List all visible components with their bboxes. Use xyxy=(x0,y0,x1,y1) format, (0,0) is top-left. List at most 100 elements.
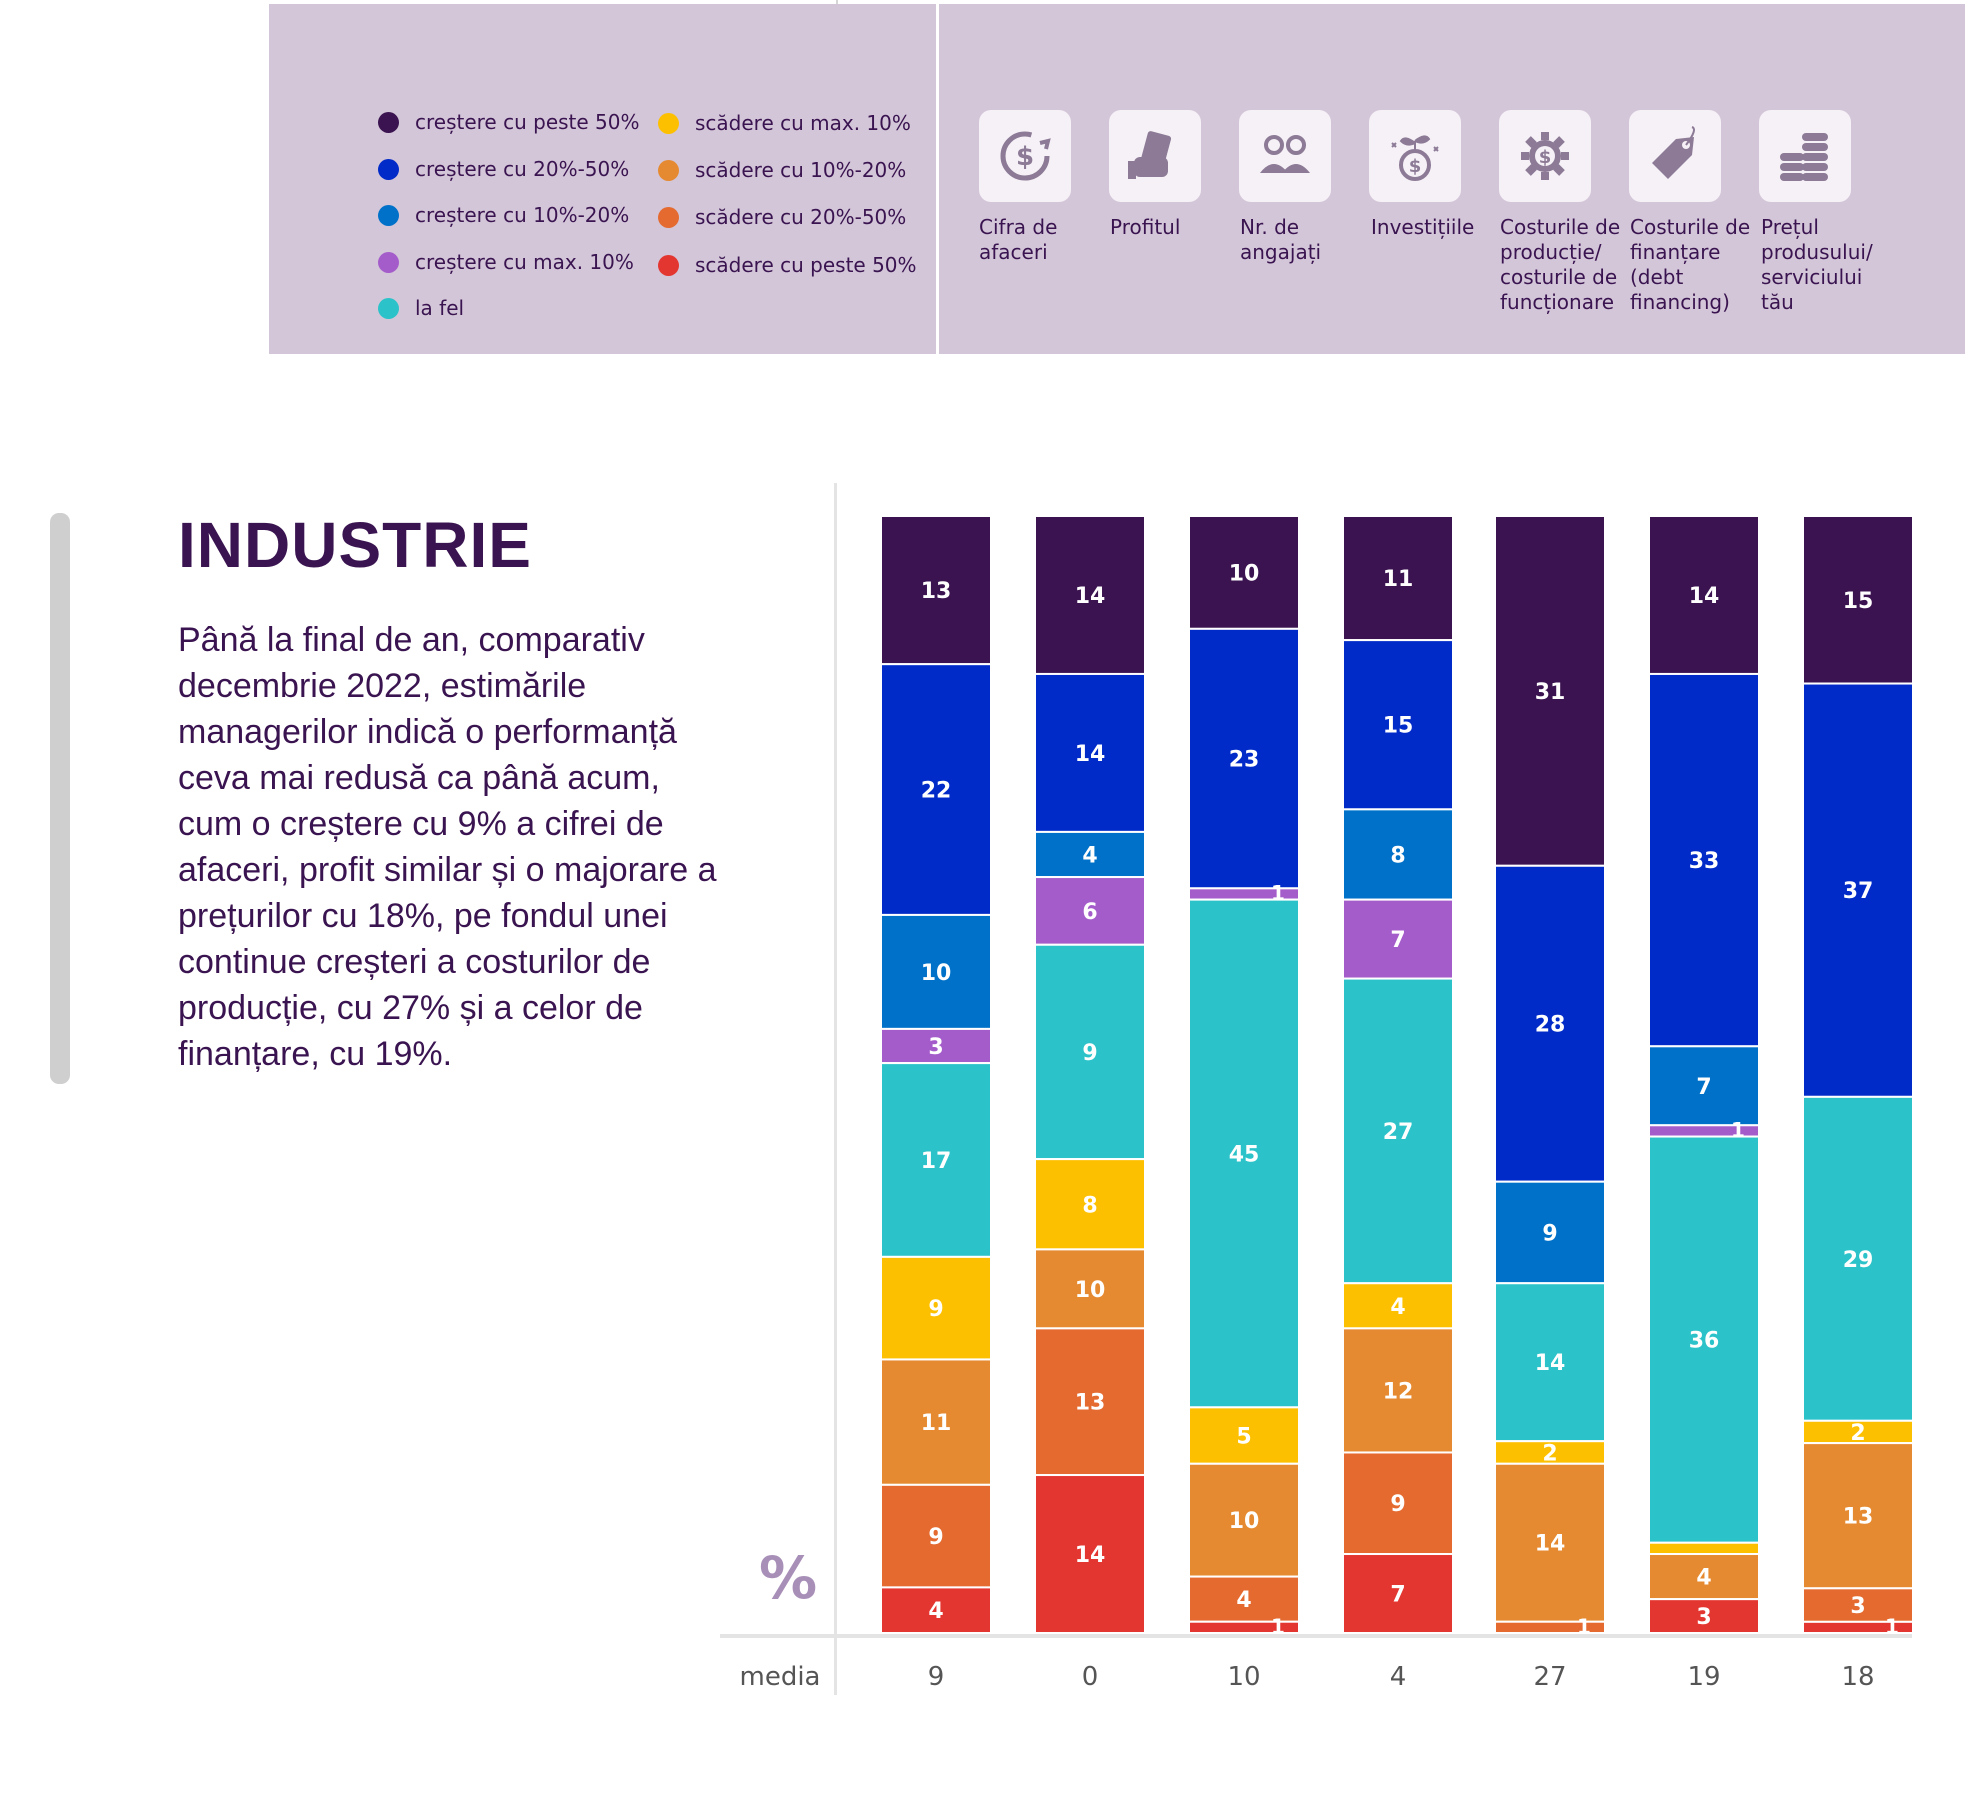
legend-item: creștere cu 10%-20% xyxy=(378,203,629,227)
bar-segment xyxy=(1802,1442,1914,1590)
data-label: 45 xyxy=(1229,1142,1260,1167)
bar-segment xyxy=(880,515,992,666)
bar-segment xyxy=(1188,898,1300,1409)
data-label: 3 xyxy=(928,1035,943,1060)
media-value: 9 xyxy=(928,1662,945,1692)
legend-swatch xyxy=(378,204,399,226)
data-label: 9 xyxy=(928,1525,943,1550)
legend-label: creștere cu 20%-50% xyxy=(415,157,630,181)
bar-segment xyxy=(1648,672,1760,1048)
data-label: 36 xyxy=(1689,1329,1720,1354)
bar-segment xyxy=(1494,864,1606,1183)
legend-item: creștere cu peste 50% xyxy=(378,110,640,134)
category-label-line: produsului/ xyxy=(1761,240,1873,264)
data-label: 15 xyxy=(1383,714,1414,739)
bar-segment xyxy=(880,1586,992,1635)
bar-segment xyxy=(1034,515,1146,675)
data-label: 3 xyxy=(1850,1594,1865,1619)
category-label-line: serviciului xyxy=(1761,265,1863,289)
bar-segment xyxy=(1342,1327,1454,1454)
category-label-line: Nr. de xyxy=(1240,215,1300,239)
media-value: 10 xyxy=(1227,1662,1260,1692)
svg-text:$: $ xyxy=(1539,147,1552,168)
media-label: media xyxy=(740,1662,821,1692)
data-label: 27 xyxy=(1383,1120,1414,1145)
legend-label: scădere cu peste 50% xyxy=(695,253,917,277)
category-label-line: finanțare xyxy=(1630,240,1721,264)
data-label: 10 xyxy=(1229,1509,1260,1534)
data-label: 10 xyxy=(921,961,952,986)
media-value: 18 xyxy=(1841,1662,1874,1692)
legend-divider xyxy=(936,4,939,354)
bar-segment xyxy=(1648,1045,1760,1127)
production-gear-dollar-icon: $ xyxy=(1499,110,1591,202)
data-label: 8 xyxy=(1390,843,1405,868)
legend-item: la fel xyxy=(378,296,464,320)
profit-hand-cash-icon xyxy=(1109,110,1201,202)
bar-segment xyxy=(1648,1541,1760,1556)
category-label-line: funcționare xyxy=(1500,290,1615,314)
bar-segment xyxy=(1802,1095,1914,1422)
legend-label: la fel xyxy=(415,296,465,320)
category-label: Profitul xyxy=(1110,215,1180,240)
bar-segment xyxy=(1188,515,1300,630)
data-label: 1 xyxy=(1885,1614,1899,1638)
bar-segment xyxy=(1034,1474,1146,1634)
bar-segment xyxy=(1802,682,1914,1098)
bar-segment xyxy=(1802,515,1914,685)
data-label: 14 xyxy=(1075,742,1106,767)
bar-segment xyxy=(1342,1451,1454,1556)
data-label: 13 xyxy=(1843,1505,1874,1530)
legend-label: scădere cu 20%-50% xyxy=(695,205,907,229)
bar-segment xyxy=(1342,808,1454,901)
category-label-line: afaceri xyxy=(979,240,1048,264)
data-label: 28 xyxy=(1535,1013,1566,1038)
category-label-line: Costurile de xyxy=(1500,215,1621,239)
category-label-line: Prețul xyxy=(1761,215,1819,239)
legend-item: scădere cu peste 50% xyxy=(658,253,917,277)
data-label: 7 xyxy=(1390,928,1405,953)
bar-segment xyxy=(1494,1462,1606,1623)
data-label: 6 xyxy=(1082,900,1097,925)
bar-segment xyxy=(1342,639,1454,811)
bar-segment xyxy=(880,1358,992,1486)
data-label: 12 xyxy=(1383,1379,1414,1404)
legend-swatch xyxy=(658,254,679,276)
bar-segment xyxy=(880,1483,992,1589)
data-label: 1 xyxy=(1271,1614,1285,1638)
media-value: 27 xyxy=(1533,1662,1566,1692)
bar-segment xyxy=(1342,1282,1454,1330)
bar-segment xyxy=(1648,1135,1760,1544)
category-label-line: Costurile de xyxy=(1630,215,1751,239)
category-label-line: financing) xyxy=(1630,290,1730,314)
data-label: 9 xyxy=(1390,1492,1405,1517)
data-label: 15 xyxy=(1843,589,1874,614)
bar-segment xyxy=(1802,1620,1914,1634)
category-label-line: Investițiile xyxy=(1371,215,1475,239)
bar-segment xyxy=(880,1027,992,1065)
data-label: 7 xyxy=(1696,1075,1711,1100)
media-value: 0 xyxy=(1082,1662,1099,1692)
bar-segment xyxy=(1494,1282,1606,1443)
legend-label: creștere cu 10%-20% xyxy=(415,203,630,227)
category-label: Prețul produsului/serviciului tău xyxy=(1761,215,1873,315)
data-label: 29 xyxy=(1843,1248,1874,1273)
scrollbar[interactable] xyxy=(50,513,70,1084)
data-label: 14 xyxy=(1689,584,1720,609)
bar-segment xyxy=(1342,515,1454,642)
legend-swatch xyxy=(658,112,679,134)
data-label: 5 xyxy=(1236,1425,1251,1450)
data-label: 7 xyxy=(1390,1583,1405,1608)
category-label-line: angajați xyxy=(1240,240,1322,264)
data-label: 10 xyxy=(1229,561,1260,586)
data-label: 11 xyxy=(921,1411,952,1436)
data-label: 2 xyxy=(1850,1421,1865,1446)
data-label: 3 xyxy=(1696,1605,1711,1630)
data-label: 23 xyxy=(1229,748,1260,773)
legend-swatch xyxy=(378,111,399,133)
legend-swatch xyxy=(378,158,399,180)
data-label: 31 xyxy=(1535,680,1566,705)
legend-label: scădere cu max. 10% xyxy=(695,111,911,135)
category-label-line: producție/ xyxy=(1500,240,1602,264)
category-label: Costurile de finanțare (debt financing) xyxy=(1630,215,1750,315)
